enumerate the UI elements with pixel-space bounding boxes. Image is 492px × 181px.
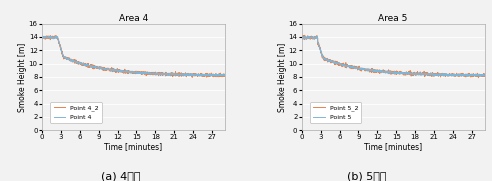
Point 5 <box>464 75 470 78</box>
Legend: Point 4_2, Point 4: Point 4_2, Point 4 <box>51 102 101 123</box>
Point 5 <box>384 71 390 73</box>
Title: Area 5: Area 5 <box>378 14 408 23</box>
Point 4 <box>123 71 129 73</box>
Line: Point 5_2: Point 5_2 <box>302 35 485 78</box>
Point 4 <box>61 55 66 58</box>
Point 5_2 <box>320 56 326 59</box>
Point 4 <box>53 36 59 39</box>
Point 4_2 <box>189 76 195 78</box>
Line: Point 5: Point 5 <box>302 37 485 77</box>
Point 5 <box>320 56 326 59</box>
Point 5 <box>482 74 488 77</box>
Point 5_2 <box>482 75 488 77</box>
Point 5_2 <box>380 69 386 71</box>
Point 5 <box>376 70 382 72</box>
Point 4_2 <box>117 70 123 73</box>
Point 4_2 <box>53 35 59 37</box>
Point 5_2 <box>299 36 305 38</box>
Point 5 <box>307 36 312 38</box>
Point 5_2 <box>384 71 390 73</box>
Point 5_2 <box>302 34 308 36</box>
Point 4 <box>143 73 149 75</box>
Title: Area 4: Area 4 <box>119 14 148 23</box>
Point 5 <box>299 36 305 38</box>
Text: (a) 4구역: (a) 4구역 <box>101 171 140 181</box>
Point 4 <box>214 75 219 77</box>
Point 5_2 <box>376 69 382 71</box>
Point 4 <box>222 74 228 77</box>
Point 4_2 <box>61 56 66 58</box>
Point 4 <box>117 70 123 72</box>
Point 4_2 <box>121 71 126 73</box>
Point 5_2 <box>313 37 319 39</box>
Point 5_2 <box>475 77 481 79</box>
Y-axis label: Smoke Height [m]: Smoke Height [m] <box>278 42 287 111</box>
Point 5 <box>380 70 386 72</box>
Point 4 <box>121 71 126 73</box>
Point 4 <box>39 36 45 38</box>
Point 4 <box>48 35 54 38</box>
Y-axis label: Smoke Height [m]: Smoke Height [m] <box>18 42 27 111</box>
Line: Point 4: Point 4 <box>42 37 225 76</box>
Point 4_2 <box>143 73 149 75</box>
Point 5 <box>313 36 319 38</box>
Text: (b) 5구역: (b) 5구역 <box>347 171 386 181</box>
Line: Point 4_2: Point 4_2 <box>42 36 225 77</box>
Point 4_2 <box>47 35 53 37</box>
Point 4_2 <box>123 72 129 74</box>
X-axis label: Time [minutes]: Time [minutes] <box>104 142 162 151</box>
Point 5_2 <box>403 71 409 73</box>
Point 4_2 <box>222 75 228 77</box>
X-axis label: Time [minutes]: Time [minutes] <box>364 142 422 151</box>
Legend: Point 5_2, Point 5: Point 5_2, Point 5 <box>310 102 361 123</box>
Point 5 <box>403 73 409 75</box>
Point 4_2 <box>39 37 45 39</box>
